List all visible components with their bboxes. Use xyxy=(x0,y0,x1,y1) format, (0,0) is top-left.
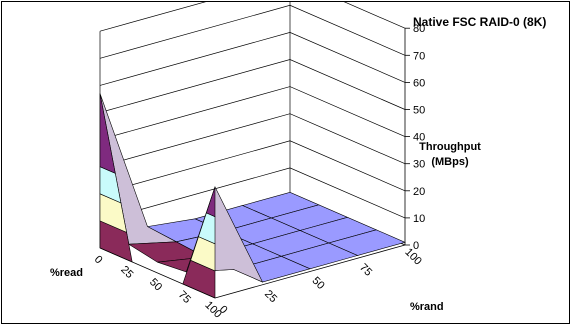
z-tick-label: 0 xyxy=(413,240,419,252)
z-tick-label: 50 xyxy=(413,105,425,117)
gridline-20 xyxy=(99,140,406,195)
z-axis-label-line2: (MBps) xyxy=(431,156,469,168)
gridline-50 xyxy=(99,59,406,113)
rand-tick-label: 25 xyxy=(262,288,279,305)
z-tick-label: 70 xyxy=(413,50,425,62)
rand-axis-label: %rand xyxy=(410,301,444,313)
read-axis-label: %read xyxy=(50,267,83,279)
chart-frame: 0 10 20 30 40 50 60 70 80 0 25 50 75 100 0 25 50 75 100 Na… xyxy=(1,1,570,324)
read-tick-label: 25 xyxy=(118,264,135,281)
rand-tick-label: 100 xyxy=(402,246,423,267)
gridline-80 xyxy=(99,2,406,32)
read-tick-label: 0 xyxy=(92,253,105,266)
rand-axis-line xyxy=(214,244,406,299)
z-axis-label-line1: Throughput xyxy=(419,141,481,153)
read-axis-line xyxy=(99,247,216,299)
gridline-70 xyxy=(99,4,406,59)
z-tick-label: 80 xyxy=(413,23,425,35)
peak-read0-band xyxy=(99,93,116,174)
z-tick-label: 40 xyxy=(413,132,425,144)
z-tick-label: 60 xyxy=(413,77,425,89)
gridline-40 xyxy=(99,86,406,140)
chart-title: Native FSC RAID-0 (8K) xyxy=(413,15,546,29)
read-tick-label: 50 xyxy=(147,276,164,293)
z-tick-label: 10 xyxy=(413,213,425,225)
surface-mesh xyxy=(99,93,406,299)
gridline-60 xyxy=(99,32,406,86)
read-tick-label: 75 xyxy=(176,289,193,306)
gridline-30 xyxy=(99,113,406,168)
z-tick-label: 20 xyxy=(413,186,425,198)
z-tick-label: 30 xyxy=(413,159,425,171)
rand-tick-label: 50 xyxy=(310,275,327,292)
peak-read100-band xyxy=(206,186,216,218)
rand-tick-label: 75 xyxy=(357,262,374,279)
